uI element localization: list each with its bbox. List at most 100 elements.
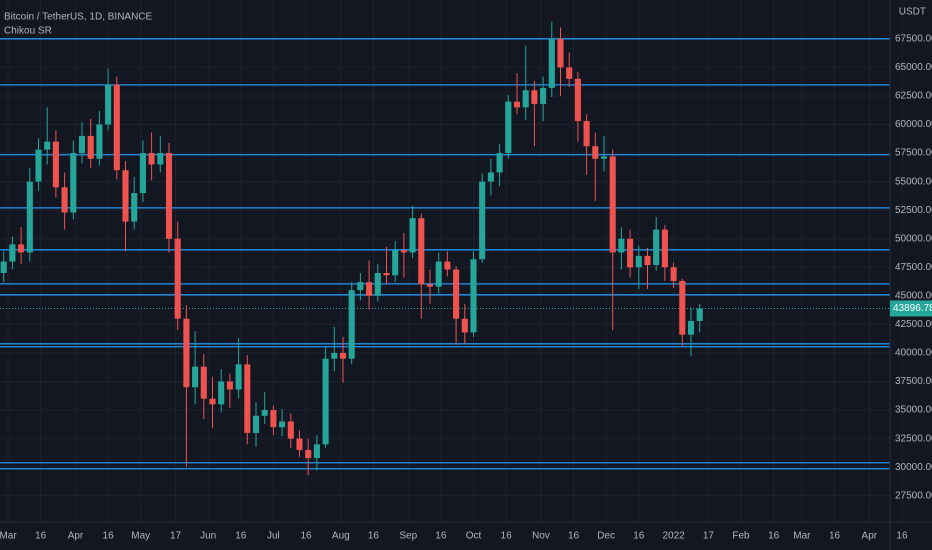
x-tick-label: Jun [200, 531, 216, 542]
y-tick-label: 57500.00 [895, 148, 932, 159]
chart-title: Bitcoin / TetherUS, 1D, BINANCE [4, 12, 153, 23]
y-tick-label: 47500.00 [895, 262, 932, 273]
candle-body [392, 250, 399, 276]
candle-body [600, 156, 608, 159]
candle-body [479, 181, 486, 260]
indicator-name: Chikou SR [4, 26, 52, 37]
candle-body [687, 320, 695, 335]
last-price-label: 43896.78 [893, 303, 932, 314]
y-tick-label: 62500.00 [895, 91, 932, 102]
candle-body [87, 135, 94, 159]
candle-body [165, 153, 173, 239]
candle-body [105, 84, 112, 125]
x-tick-label: 16 [435, 531, 447, 542]
candle-body [531, 90, 538, 104]
candle-body [513, 101, 521, 108]
candle-body [183, 318, 190, 388]
candle-body [148, 153, 155, 165]
candle-body [522, 90, 529, 108]
candle-body [226, 381, 233, 390]
candle-body [44, 141, 51, 150]
x-tick-label: Apr [68, 531, 84, 542]
candle-body [261, 410, 268, 416]
candle-body [618, 238, 625, 253]
x-tick-label: 16 [300, 531, 312, 542]
candle-body [592, 146, 599, 159]
candle-body [35, 149, 42, 182]
candle-body [157, 153, 164, 165]
y-tick-label: 50000.00 [895, 233, 932, 244]
candle-body [679, 280, 686, 335]
candle-body [305, 450, 312, 459]
candle-body [461, 318, 468, 333]
x-tick-label: 16 [829, 531, 841, 542]
candle-body [9, 244, 16, 262]
candle-body [244, 364, 251, 433]
candle-body [113, 84, 120, 171]
x-tick-label: 2022 [662, 531, 685, 542]
x-tick-label: 17 [170, 531, 182, 542]
y-tick-label: 37500.00 [895, 376, 932, 387]
candle-body [435, 261, 442, 287]
y-tick-label: 52500.00 [895, 205, 932, 216]
candle-body [52, 141, 59, 188]
candle-body [540, 87, 547, 104]
candle-body [296, 438, 303, 451]
candle-body [374, 272, 381, 296]
y-tick-label: 60000.00 [895, 119, 932, 130]
x-tick-label: Sep [399, 531, 417, 542]
x-tick-label: 16 [235, 531, 247, 542]
y-tick-label: 42500.00 [895, 319, 932, 330]
grid [0, 0, 903, 522]
candle-body [653, 229, 660, 265]
x-tick-label: Mar [0, 531, 17, 542]
candle-body [252, 415, 260, 433]
candle-body [339, 352, 347, 359]
currency: USDT [899, 7, 926, 18]
y-tick-label: 27500.00 [895, 490, 932, 501]
candle-body [61, 187, 68, 213]
x-tick-label: 16 [103, 531, 115, 542]
candle-body [122, 170, 129, 222]
last-price-box [890, 300, 932, 317]
candle-body [357, 282, 364, 291]
candle-body [313, 444, 320, 459]
y-tick-label: 40000.00 [895, 348, 932, 359]
candle-body [174, 238, 181, 319]
x-tick-label: May [131, 531, 150, 542]
candle-body [670, 267, 677, 281]
x-tick-label: 16 [35, 531, 47, 542]
candle-body [609, 156, 616, 253]
candle-body [661, 229, 668, 268]
candle-body [218, 381, 225, 405]
candle-body [696, 308, 703, 321]
candle-body [78, 135, 86, 154]
y-tick-label: 32500.00 [895, 433, 932, 444]
x-tick-label: 16 [368, 531, 380, 542]
candle-body [566, 67, 573, 79]
candle-body [409, 218, 416, 253]
x-tick-label: 16 [633, 531, 645, 542]
y-tick-label: 67500.00 [895, 33, 932, 44]
candle-body [548, 38, 555, 88]
candle-body [644, 255, 651, 265]
candle-body [348, 290, 355, 359]
candle-body [470, 259, 477, 333]
x-tick-label: Feb [732, 531, 750, 542]
candle-body [209, 398, 216, 405]
candle-body [279, 421, 286, 428]
x-tick-label: 16 [501, 531, 513, 542]
candle-body [496, 153, 503, 173]
candle-body [235, 364, 242, 390]
candle-body [139, 153, 146, 194]
y-tick-label: 35000.00 [895, 405, 932, 416]
y-tick-label: 45000.00 [895, 290, 932, 301]
candle-body [400, 250, 407, 253]
candle-body [505, 101, 512, 154]
candle-body [287, 421, 294, 439]
candle-body [574, 78, 581, 122]
candles [0, 21, 703, 476]
levels [0, 38, 890, 470]
candle-body [444, 261, 451, 270]
